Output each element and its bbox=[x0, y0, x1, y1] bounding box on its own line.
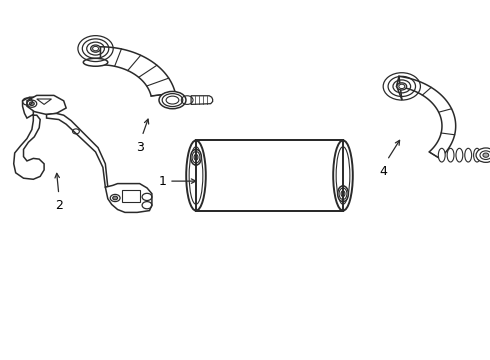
Polygon shape bbox=[14, 97, 44, 179]
Circle shape bbox=[29, 102, 34, 105]
Ellipse shape bbox=[159, 91, 186, 109]
Ellipse shape bbox=[456, 148, 463, 162]
Polygon shape bbox=[47, 113, 108, 187]
Ellipse shape bbox=[333, 140, 353, 211]
Circle shape bbox=[399, 84, 405, 89]
Ellipse shape bbox=[83, 58, 108, 66]
Ellipse shape bbox=[465, 148, 472, 162]
Ellipse shape bbox=[474, 148, 481, 162]
Text: 3: 3 bbox=[136, 141, 144, 154]
Text: 2: 2 bbox=[55, 199, 63, 212]
Ellipse shape bbox=[186, 140, 206, 211]
Polygon shape bbox=[396, 76, 456, 158]
Ellipse shape bbox=[341, 191, 345, 197]
Circle shape bbox=[93, 46, 98, 51]
Ellipse shape bbox=[194, 154, 198, 160]
Ellipse shape bbox=[447, 148, 454, 162]
Polygon shape bbox=[105, 184, 152, 212]
Circle shape bbox=[483, 153, 489, 157]
Ellipse shape bbox=[439, 148, 445, 162]
Text: 1: 1 bbox=[159, 175, 167, 188]
Polygon shape bbox=[191, 96, 213, 104]
Ellipse shape bbox=[338, 186, 348, 202]
Polygon shape bbox=[27, 95, 66, 114]
Circle shape bbox=[476, 148, 490, 162]
Circle shape bbox=[91, 45, 100, 52]
Circle shape bbox=[397, 83, 407, 90]
Polygon shape bbox=[100, 47, 175, 96]
Text: 4: 4 bbox=[379, 165, 387, 178]
Circle shape bbox=[113, 196, 118, 200]
Ellipse shape bbox=[191, 149, 201, 165]
Polygon shape bbox=[196, 140, 343, 211]
